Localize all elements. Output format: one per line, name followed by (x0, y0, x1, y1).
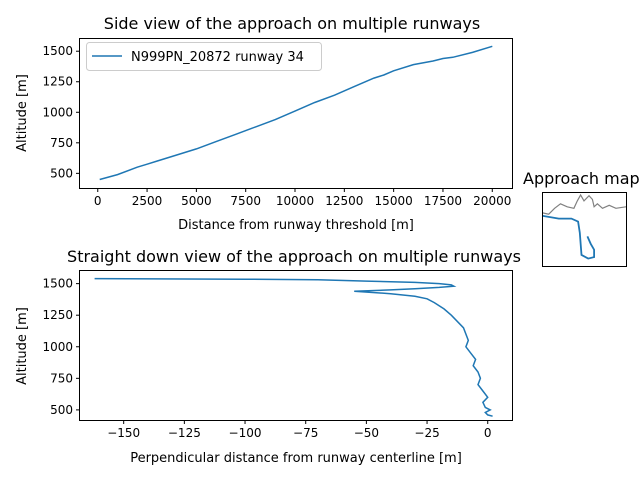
approach-map-frame (542, 192, 627, 267)
down-view-series-line (94, 277, 493, 417)
x-tick-label: 15000 (375, 194, 413, 208)
legend-label: N999PN_20872 runway 34 (131, 50, 304, 65)
down-view-ylabel: Altitude [m] (15, 307, 30, 385)
y-tick-label: 500 (50, 166, 73, 180)
down-view-axes-frame (79, 270, 513, 421)
side-view-legend: N999PN_20872 runway 34 (86, 42, 322, 71)
side-view-axes-frame (79, 38, 513, 189)
approach-map-terrain-line (542, 193, 626, 215)
side-view-chart: Side view of the approach on multiple ru… (15, 14, 513, 233)
x-tick-label: 17500 (424, 194, 462, 208)
x-tick-label: −75 (293, 426, 318, 440)
x-tick-label: −50 (354, 426, 379, 440)
side-view-title: Side view of the approach on multiple ru… (104, 14, 480, 33)
side-view-ylabel: Altitude [m] (15, 74, 30, 152)
y-tick-label: 1000 (42, 340, 73, 354)
side-view-xlabel: Distance from runway threshold [m] (178, 218, 414, 233)
y-tick-label: 1250 (42, 75, 73, 89)
x-tick-label: 12500 (325, 194, 363, 208)
approach-map-title: Approach map (523, 169, 640, 188)
x-tick-label: −25 (414, 426, 439, 440)
x-tick-label: 10000 (276, 194, 314, 208)
approach-map: Approach map (523, 169, 640, 267)
x-tick-label: −125 (168, 426, 201, 440)
y-tick-label: 1250 (42, 308, 73, 322)
legend-box (86, 42, 322, 71)
y-tick-label: 750 (50, 371, 73, 385)
x-tick-label: −100 (229, 426, 262, 440)
y-tick-label: 750 (50, 136, 73, 150)
approach-map-track-line (542, 214, 595, 260)
down-view-title: Straight down view of the approach on mu… (67, 247, 521, 266)
x-tick-label: 7500 (230, 194, 261, 208)
x-tick-label: 0 (94, 194, 102, 208)
down-view-xlabel: Perpendicular distance from runway cente… (130, 451, 462, 466)
x-tick-label: 20000 (473, 194, 511, 208)
x-tick-label: 0 (484, 426, 492, 440)
x-tick-label: 5000 (181, 194, 212, 208)
y-tick-label: 1500 (42, 44, 73, 58)
x-tick-label: −150 (107, 426, 140, 440)
down-view-chart: Straight down view of the approach on mu… (15, 247, 521, 466)
y-tick-label: 500 (50, 403, 73, 417)
side-view-series-line (99, 45, 493, 181)
x-tick-label: 2500 (132, 194, 163, 208)
y-tick-label: 1000 (42, 105, 73, 119)
y-tick-label: 1500 (42, 277, 73, 291)
